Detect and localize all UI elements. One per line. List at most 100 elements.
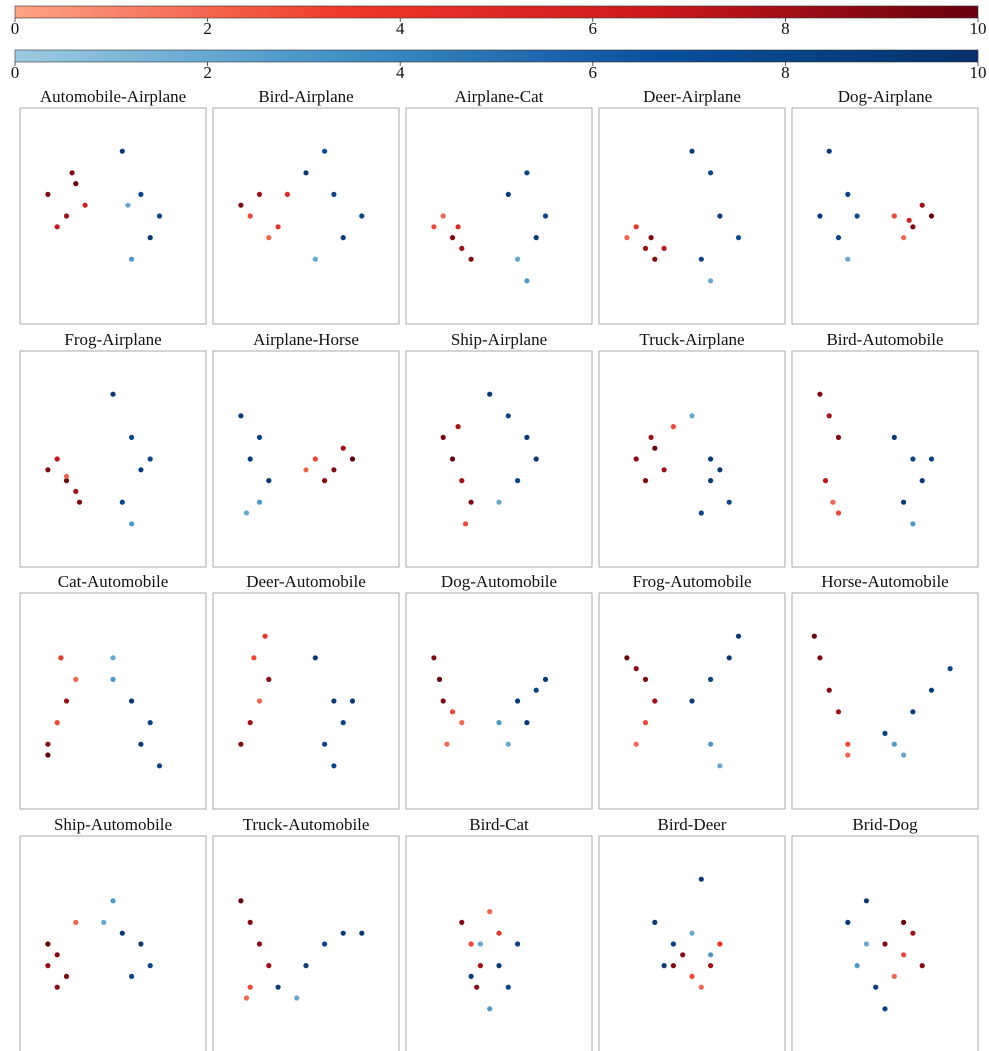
scatter-point	[147, 235, 153, 241]
panel-title: Frog-Automobile	[633, 572, 752, 591]
scatter-point	[698, 876, 704, 882]
scatter-point	[652, 698, 658, 704]
scatter-point	[670, 424, 677, 430]
scatter-point	[256, 698, 263, 704]
colorbar-tick-label: 6	[589, 63, 598, 82]
scatter-point	[515, 941, 521, 947]
scatter-point	[340, 235, 346, 241]
scatter-point	[477, 941, 483, 947]
colorbar-tick-label: 2	[203, 63, 212, 82]
scatter-point	[624, 655, 630, 661]
scatter-point	[648, 434, 654, 440]
scatter-point	[462, 521, 469, 527]
scatter-point	[524, 278, 530, 284]
scatter-point	[156, 763, 163, 769]
scatter-point	[689, 930, 695, 936]
panel-frame	[598, 107, 786, 325]
panel-title: Dog-Automobile	[441, 572, 557, 591]
scatter-point	[817, 213, 823, 219]
scatter-point	[266, 676, 272, 683]
scatter-point	[238, 898, 244, 904]
panel-frame	[791, 350, 979, 568]
panel-title: Cat-Automobile	[58, 572, 168, 591]
scatter-point	[901, 499, 907, 505]
scatter-point	[110, 391, 116, 397]
scatter-point	[910, 224, 916, 230]
scatter-point	[138, 741, 144, 747]
scatter-point	[826, 148, 832, 154]
scatter-point	[524, 720, 530, 726]
scatter-point	[322, 741, 328, 747]
scatter-point	[826, 687, 832, 693]
scatter-point	[69, 170, 75, 176]
scatter-point	[919, 202, 925, 208]
scatter-point	[910, 709, 916, 715]
scatter-point	[708, 963, 714, 969]
scatter-point	[331, 191, 337, 197]
panel-frame	[405, 350, 593, 568]
colorbar-tick-label: 8	[781, 63, 790, 82]
scatter-point	[138, 941, 144, 947]
scatter-point	[58, 655, 64, 661]
scatter-point	[891, 434, 897, 440]
scatter-point	[101, 919, 107, 926]
scatter-point	[436, 676, 443, 683]
scatter-point	[515, 698, 521, 704]
scatter-point	[322, 148, 328, 154]
scatter-point	[845, 919, 851, 926]
scatter-point	[247, 213, 253, 219]
scatter-point	[496, 930, 502, 936]
scatter-point	[505, 984, 511, 990]
scatter-point	[238, 741, 244, 747]
scatter-point	[129, 521, 135, 527]
scatter-point	[910, 930, 916, 936]
scatter-point	[708, 676, 714, 683]
scatter-point	[444, 741, 450, 747]
scatter-point	[54, 952, 60, 958]
scatter-point	[63, 473, 70, 479]
scatter-point	[735, 235, 742, 241]
scatter-point	[45, 752, 51, 758]
scatter-point	[496, 499, 502, 505]
panel-title: Automobile-Airplane	[40, 87, 186, 106]
scatter-point	[533, 235, 539, 241]
panel-frame	[212, 107, 400, 325]
panel-title: Bird-Cat	[469, 815, 529, 834]
scatter-point	[901, 952, 907, 958]
scatter-point	[76, 499, 83, 505]
panel-title: Bird-Deer	[658, 815, 727, 834]
panel-title: Dog-Airplane	[838, 87, 932, 106]
panel-frame	[405, 835, 593, 1051]
scatter-point	[449, 456, 456, 462]
scatter-point	[863, 941, 870, 947]
scatter-point	[349, 698, 356, 704]
scatter-point	[891, 213, 897, 219]
colorbar-tick-label: 4	[396, 63, 405, 82]
scatter-point	[251, 655, 257, 661]
scatter-point	[487, 909, 493, 915]
scatter-point	[129, 698, 135, 704]
scatter-point	[854, 213, 860, 219]
panel-title: Bird-Airplane	[258, 87, 353, 106]
panel-frame	[19, 592, 207, 810]
scatter-point	[455, 224, 461, 230]
panel-title: Deer-Airplane	[643, 87, 741, 106]
scatter-point	[542, 676, 549, 683]
scatter-point	[642, 478, 649, 484]
panel-frame	[212, 592, 400, 810]
scatter-point	[919, 963, 925, 969]
scatter-point	[247, 919, 253, 926]
scatter-point	[119, 148, 125, 154]
scatter-point	[147, 456, 153, 462]
scatter-point	[110, 676, 116, 683]
scatter-point	[238, 202, 244, 208]
scatter-point	[455, 424, 461, 430]
colorbar-tick-label: 0	[11, 19, 20, 38]
scatter-point	[891, 973, 897, 980]
scatter-point	[633, 741, 639, 747]
scatter-point	[322, 478, 328, 484]
scatter-point	[845, 256, 851, 262]
scatter-point	[689, 973, 695, 980]
scatter-point	[440, 213, 446, 219]
scatter-point	[243, 995, 250, 1001]
